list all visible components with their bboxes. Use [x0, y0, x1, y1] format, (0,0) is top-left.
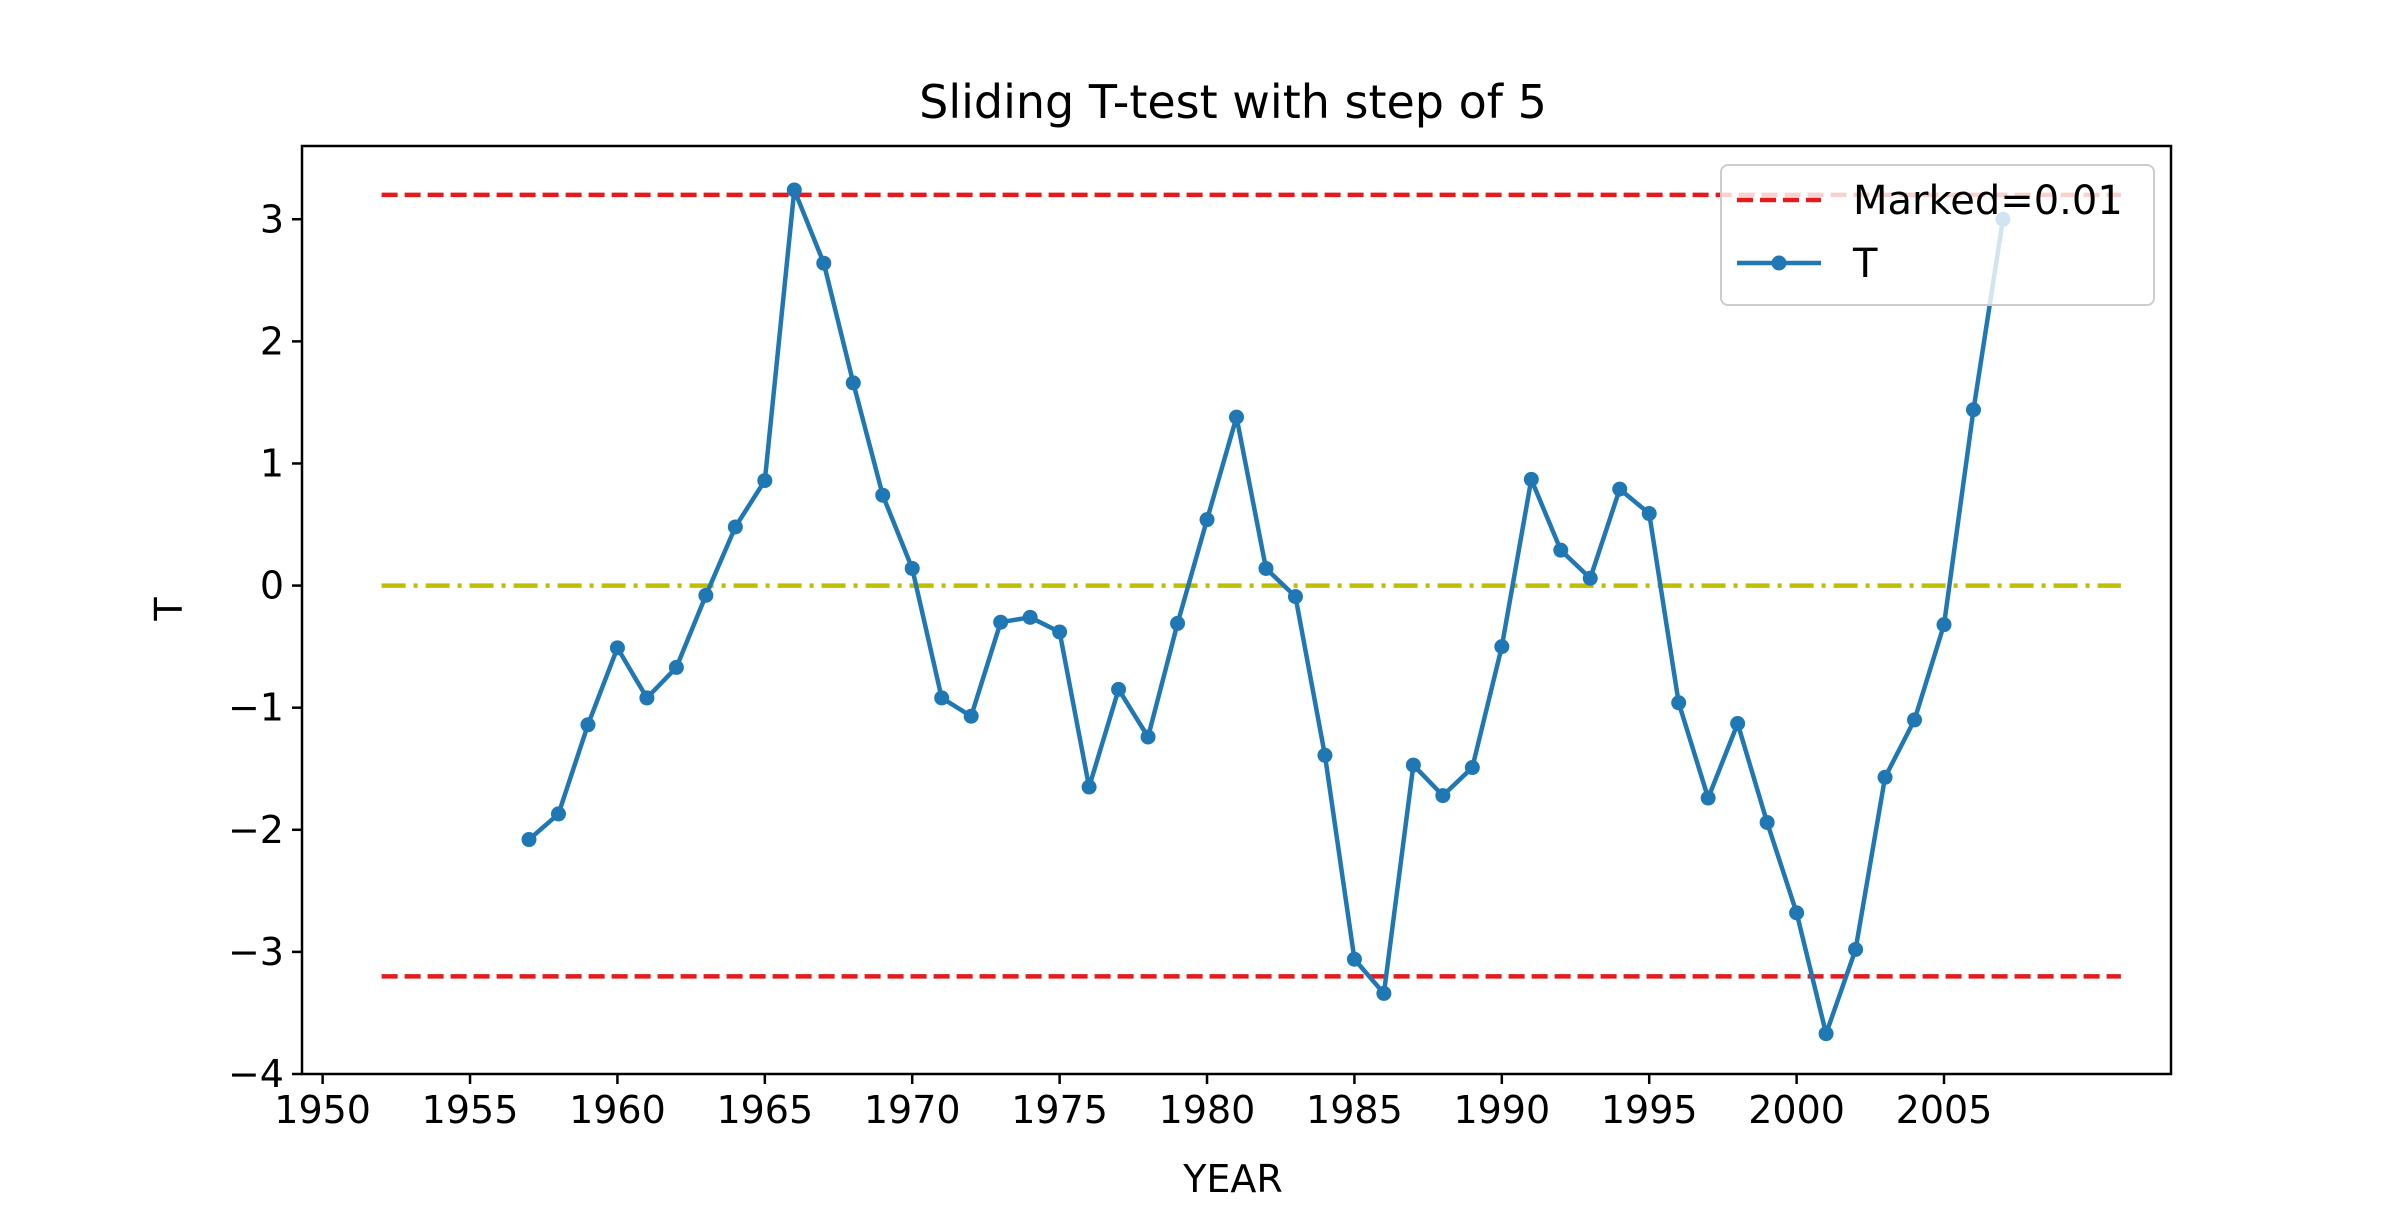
data-point: [1582, 570, 1598, 586]
data-point: [1759, 814, 1775, 830]
data-point: [580, 717, 596, 733]
data-point: [786, 182, 802, 198]
x-tick-label: 1950: [274, 1088, 371, 1132]
data-point: [875, 487, 891, 503]
data-point: [1612, 481, 1628, 497]
data-point: [1671, 695, 1687, 711]
data-point: [1464, 760, 1480, 776]
data-point: [1818, 1026, 1834, 1042]
data-point: [1376, 985, 1392, 1001]
x-tick-label: 1955: [422, 1088, 519, 1132]
x-tick-label: 1970: [864, 1088, 961, 1132]
data-point: [1052, 624, 1068, 640]
data-point: [1199, 512, 1215, 528]
data-point: [639, 690, 655, 706]
data-point: [1081, 779, 1097, 795]
data-point: [1229, 409, 1244, 425]
series-line-0: [527, 187, 2006, 1036]
x-axis-ticks: 1950 1955 1960 1965 1970 1975 1980 1985 1990 1995…: [274, 1074, 1992, 1132]
data-point: [1700, 790, 1716, 806]
data-point: [1170, 615, 1186, 631]
x-tick-label: 2000: [1748, 1088, 1845, 1132]
y-tick-label: −3: [228, 930, 284, 974]
data-point: [1965, 402, 1981, 418]
data-point: [727, 519, 743, 535]
data-point: [1111, 681, 1127, 697]
y-tick-label: 1: [260, 441, 284, 485]
x-tick-label: 1985: [1306, 1088, 1403, 1132]
data-point: [1258, 560, 1274, 576]
x-tick-label: 1990: [1453, 1088, 1550, 1132]
data-point: [934, 690, 950, 706]
data-point: [1346, 951, 1362, 967]
data-point: [904, 560, 920, 576]
data-point: [1022, 609, 1038, 625]
data-point: [1553, 542, 1569, 558]
data-point: [1435, 788, 1451, 804]
data-point: [816, 255, 832, 271]
data-point: [668, 659, 684, 675]
data-point: [1523, 471, 1539, 487]
data-point: [1936, 617, 1952, 633]
data-point: [963, 708, 979, 724]
plot-frame: [300, 144, 2173, 1076]
chart-title: Sliding T-test with step of 5: [919, 75, 1547, 129]
data-point: [1848, 941, 1864, 957]
y-tick-label: −4: [228, 1052, 284, 1096]
legend-box: [1720, 164, 2155, 306]
x-tick-label: 1960: [569, 1088, 666, 1132]
data-point: [1907, 712, 1923, 728]
series-layer: [521, 182, 2011, 1042]
data-point: [1287, 589, 1303, 605]
x-tick-label: 1975: [1011, 1088, 1108, 1132]
data-point: [1641, 506, 1657, 522]
x-tick-label: 2005: [1896, 1088, 1993, 1132]
data-point: [1789, 905, 1805, 921]
data-point: [1730, 716, 1746, 732]
legend-t-marker: [1771, 255, 1787, 271]
data-point: [1317, 747, 1333, 763]
y-tick-label: 0: [260, 564, 284, 608]
x-tick-label: 1995: [1601, 1088, 1698, 1132]
data-point: [698, 587, 714, 603]
data-point: [1877, 769, 1893, 785]
legend: Marked=0.01 T: [1720, 164, 2155, 306]
data-point: [1405, 757, 1421, 773]
y-axis-label: T: [147, 597, 191, 622]
data-point: [757, 473, 773, 489]
data-point: [1494, 639, 1510, 655]
data-point: [1140, 729, 1156, 745]
y-tick-label: −2: [228, 808, 284, 852]
y-tick-label: 3: [260, 197, 284, 241]
y-tick-label: 2: [260, 319, 284, 363]
legend-marked-label: Marked=0.01: [1853, 178, 2123, 224]
data-point: [550, 806, 566, 822]
legend-t-label: T: [1852, 241, 1878, 287]
reference-lines: [381, 192, 2121, 979]
data-point: [521, 832, 537, 848]
x-axis-label: YEAR: [1182, 1157, 1283, 1200]
data-point: [993, 614, 1009, 630]
x-tick-label: 1980: [1159, 1088, 1256, 1132]
y-axis-ticks: −4 −3 −2 −1 0 1 2 3: [228, 197, 302, 1096]
data-point: [845, 375, 861, 391]
y-tick-label: −1: [228, 686, 284, 730]
data-point: [609, 640, 625, 656]
x-tick-label: 1965: [716, 1088, 813, 1132]
